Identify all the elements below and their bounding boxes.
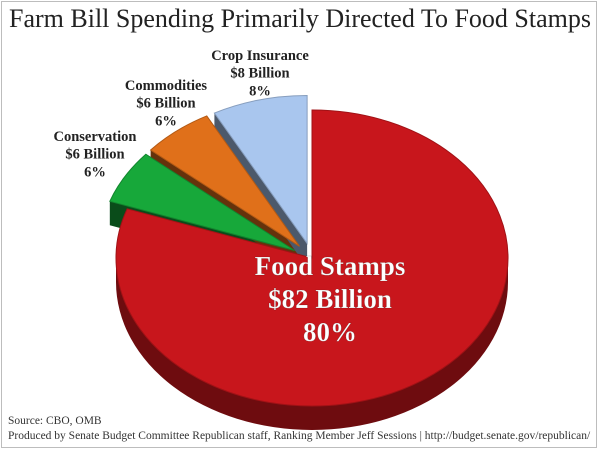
produced-by-note: Produced by Senate Budget Committee Repu… <box>8 430 591 442</box>
source-note: Source: CBO, OMB <box>8 415 102 427</box>
pie-slice-side-food-stamps <box>116 258 508 430</box>
slice-label-name-crop-insurance: Crop Insurance <box>211 48 309 64</box>
pie-slice-commodities <box>149 115 300 247</box>
slice-label-percent-food-stamps: 80% <box>303 317 357 347</box>
slice-label-amount-conservation: $6 Billion <box>65 147 124 163</box>
slice-label-amount-commodities: $6 Billion <box>136 96 195 112</box>
pie-slice-food-stamps <box>115 109 509 407</box>
slice-label-name-commodities: Commodities <box>125 78 208 94</box>
slice-label-amount-food-stamps: $82 Billion <box>268 284 392 314</box>
slice-label-percent-commodities: 6% <box>155 113 177 129</box>
slice-label-name-food-stamps: Food Stamps <box>255 251 406 281</box>
slice-label-amount-crop-insurance: $8 Billion <box>230 66 289 82</box>
pie-slice-conservation <box>109 153 295 251</box>
slice-label-percent-conservation: 6% <box>84 164 106 180</box>
slice-label-percent-crop-insurance: 8% <box>249 83 271 99</box>
slice-label-name-conservation: Conservation <box>54 129 137 145</box>
chart-title: Farm Bill Spending Primarily Directed To… <box>9 4 591 33</box>
pie-slice-crop-insurance <box>213 94 308 246</box>
